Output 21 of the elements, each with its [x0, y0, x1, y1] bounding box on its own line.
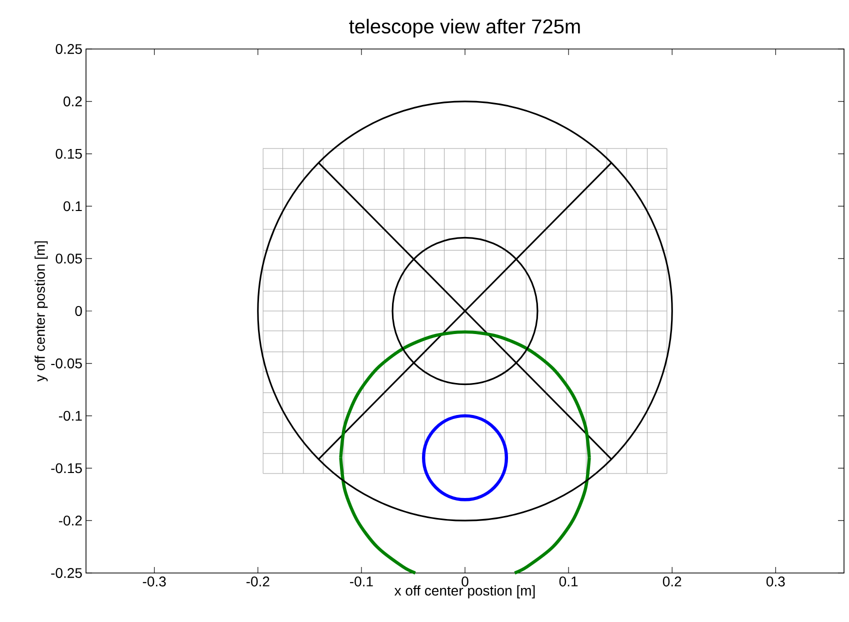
x-tick-label: 0.1 [559, 576, 578, 586]
y-tick-label: -0.15 [51, 463, 82, 474]
y-tick-label: 0 [75, 306, 82, 316]
x-tick-label: -0.3 [142, 576, 166, 586]
chart-title: telescope view after 725m [349, 18, 580, 38]
y-tick-label: 0.25 [56, 44, 82, 54]
y-tick-label: -0.25 [51, 568, 82, 578]
y-tick-label: 0.1 [64, 201, 82, 212]
y-tick-label: -0.1 [58, 410, 82, 421]
y-tick-label: -0.05 [51, 358, 82, 368]
x-axis-title: x off center postion [m] [394, 585, 535, 598]
x-tick-label: 0.3 [766, 576, 785, 586]
y-tick-label: 0.05 [56, 254, 82, 264]
y-tick-label: 0.15 [56, 148, 82, 159]
y-tick-label: -0.2 [58, 516, 82, 526]
y-tick-label: 0.2 [64, 96, 82, 106]
x-tick-label: -0.1 [350, 576, 373, 586]
x-tick-label: 0.2 [662, 576, 682, 586]
x-tick-label: 0 [462, 576, 468, 586]
x-tick-label: -0.2 [246, 576, 270, 586]
y-axis-title: y off center postion [m] [34, 241, 48, 382]
